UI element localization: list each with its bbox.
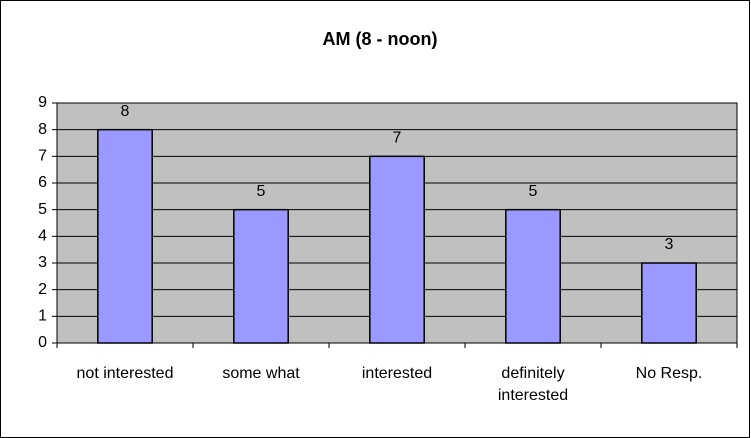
- y-tick-label: 7: [38, 148, 47, 165]
- y-tick-label: 5: [38, 201, 47, 218]
- x-tick-label: definitely interested: [497, 365, 569, 404]
- bar: [233, 208, 289, 344]
- data-label: 7: [393, 130, 402, 147]
- y-tick-label: 4: [38, 228, 47, 245]
- y-tick-label: 0: [38, 334, 47, 351]
- bar: [641, 262, 697, 344]
- x-tick-label: interested: [361, 365, 433, 382]
- y-tick-label: 6: [38, 174, 47, 191]
- y-tick-label: 2: [38, 281, 47, 298]
- y-tick-label: 1: [38, 308, 47, 325]
- chart-title: AM (8 - noon): [323, 29, 438, 49]
- data-label: 3: [665, 236, 674, 253]
- bar: [369, 155, 425, 344]
- x-tick-label: not interested: [76, 365, 174, 382]
- data-label: 5: [257, 183, 266, 200]
- y-tick-label: 3: [38, 254, 47, 271]
- y-tick-label: 9: [38, 94, 47, 111]
- x-tick-label: No Resp.: [635, 365, 703, 382]
- data-label: 8: [121, 103, 130, 120]
- data-label: 5: [529, 183, 538, 200]
- bar: [505, 208, 561, 344]
- bar: [97, 128, 153, 344]
- x-tick-label: some what: [222, 365, 300, 382]
- y-tick-label: 8: [38, 121, 47, 138]
